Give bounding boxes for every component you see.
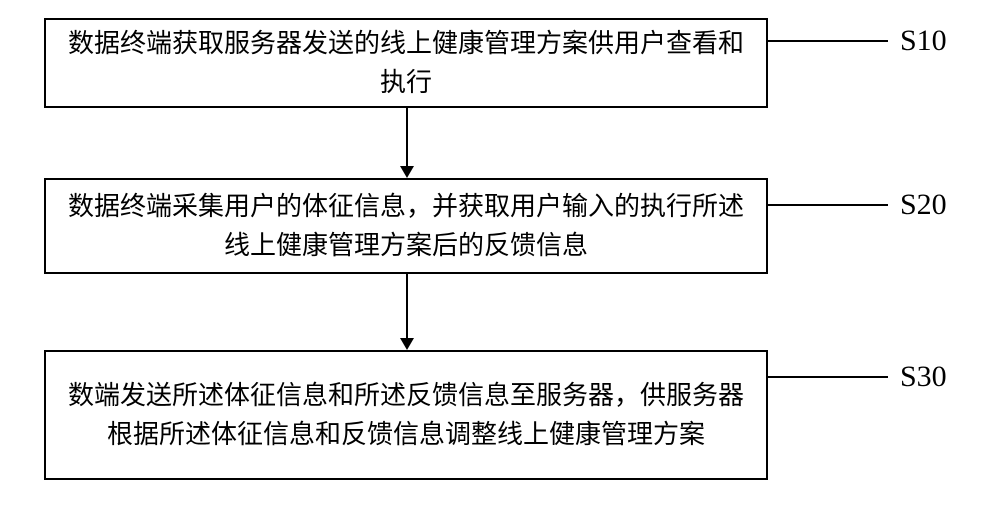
connector-s10-s20 (406, 108, 408, 166)
arrow-head-s20-s30 (400, 338, 414, 350)
leader-line-s10 (768, 40, 888, 42)
step-label-s20: S20 (900, 188, 947, 222)
leader-line-s30 (768, 376, 888, 378)
connector-s20-s30 (406, 274, 408, 338)
step-box-s20: 数据终端采集用户的体征信息，并获取用户输入的执行所述线上健康管理方案后的反馈信息 (44, 178, 768, 274)
arrow-head-s10-s20 (400, 166, 414, 178)
step-text: 数据终端采集用户的体征信息，并获取用户输入的执行所述线上健康管理方案后的反馈信息 (62, 187, 750, 265)
flowchart-container: 数据终端获取服务器发送的线上健康管理方案供用户查看和执行 数据终端采集用户的体征… (0, 0, 1000, 507)
leader-line-s20 (768, 204, 888, 206)
step-box-s10: 数据终端获取服务器发送的线上健康管理方案供用户查看和执行 (44, 18, 768, 108)
step-text: 数据终端获取服务器发送的线上健康管理方案供用户查看和执行 (62, 24, 750, 102)
step-box-s30: 数端发送所述体征信息和所述反馈信息至服务器，供服务器根据所述体征信息和反馈信息调… (44, 350, 768, 480)
step-text: 数端发送所述体征信息和所述反馈信息至服务器，供服务器根据所述体征信息和反馈信息调… (62, 376, 750, 454)
step-label-s30: S30 (900, 360, 947, 394)
step-label-s10: S10 (900, 24, 947, 58)
